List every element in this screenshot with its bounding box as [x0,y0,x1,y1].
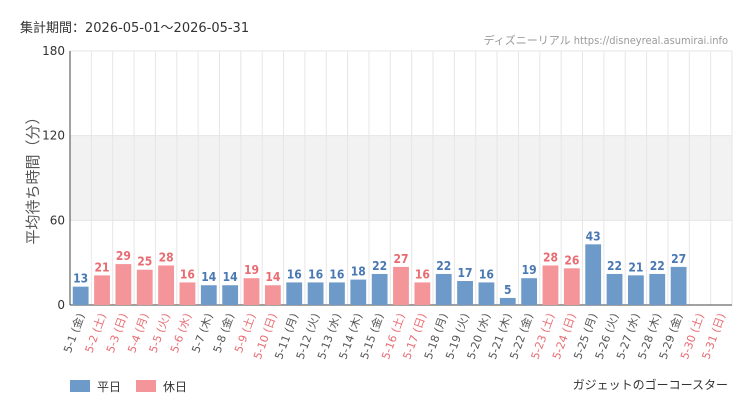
bar-value-label: 16 [308,267,323,281]
bar [136,269,153,305]
bar [94,275,110,305]
bar [115,264,132,305]
y-tick-label: 60 [50,213,65,227]
bar [350,279,367,305]
bar [542,265,559,305]
y-axis-label: 平均待ち時間（分） [24,109,42,244]
bar [72,286,89,305]
bar [222,285,239,305]
bar-value-label: 14 [223,270,239,284]
bar-value-label: 27 [393,252,408,266]
bar [649,273,666,305]
bar-value-label: 43 [586,229,601,243]
bar-value-label: 16 [479,267,494,281]
bar-value-label: 16 [415,267,430,281]
bar [393,266,409,305]
bar [563,268,580,305]
bar-value-label: 18 [351,265,366,279]
bar [243,278,260,305]
bar-value-label: 21 [628,260,643,274]
bar-value-label: 22 [650,259,665,273]
bar-value-label: 5 [504,283,512,297]
bar-value-label: 22 [372,259,387,273]
bar-value-label: 19 [522,263,537,277]
bar-value-label: 28 [159,250,174,264]
legend-holiday-label: 休日 [163,379,188,394]
legend-weekday: 平日 [70,378,121,394]
attraction-name: ガジェットのゴーコースター [572,378,728,392]
bar [628,275,644,305]
bar [329,282,345,305]
bar [200,285,217,305]
y-tick-label: 0 [57,298,65,312]
bar [670,266,687,305]
bar [286,282,303,305]
bar-value-label: 21 [95,260,110,274]
bar-value-label: 14 [265,270,281,284]
bar-value-label: 16 [329,267,344,281]
period-label: 集計期間：2026-05-01〜2026-05-31 [20,21,250,36]
bar [585,244,602,305]
bar-value-label: 19 [244,263,259,277]
bar [158,265,174,305]
bar-value-label: 16 [180,267,195,281]
bar [435,273,452,305]
legend-holiday-swatch [136,380,156,392]
bar-value-label: 27 [671,252,686,266]
legend-holiday: 休日 [136,378,187,394]
legend-weekday-label: 平日 [97,379,122,394]
y-tick-label: 180 [42,44,65,58]
bar [179,282,196,305]
bar-value-label: 26 [564,253,579,267]
y-tick-label: 120 [42,129,65,143]
bar-value-label: 25 [137,255,152,269]
legend-weekday-swatch [70,380,90,392]
bar-value-label: 13 [73,272,88,286]
bar [521,278,538,305]
bar-value-label: 17 [458,266,473,280]
bar [606,273,623,305]
source-credit: ディズニーリアル https://disneyreal.asumirai.inf… [483,34,728,47]
bar-value-label: 14 [201,270,217,284]
bar-value-label: 22 [607,259,622,273]
bar-value-label: 16 [287,267,302,281]
bar [371,273,388,305]
bar [499,297,516,305]
bar [307,282,324,305]
bar [414,282,431,305]
bar [264,285,281,305]
bar-value-label: 22 [436,259,451,273]
bar [457,281,473,305]
bar-value-label: 28 [543,250,558,264]
bar [478,282,495,305]
bar-value-label: 29 [116,249,131,263]
shaded-band [70,135,732,221]
